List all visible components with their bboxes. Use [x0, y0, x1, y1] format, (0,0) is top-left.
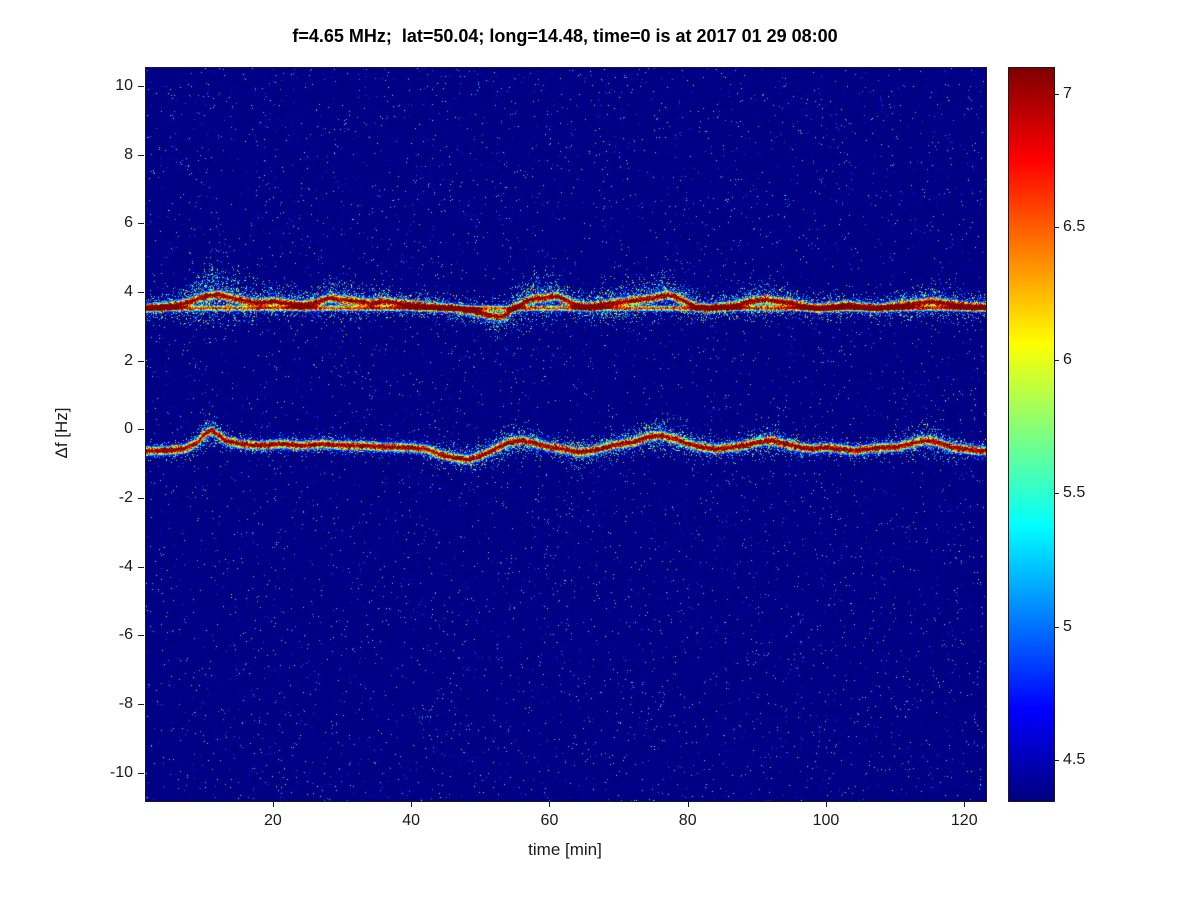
y-tick-label: -2: [118, 488, 133, 506]
colorbar-tick-label: 4.5: [1063, 751, 1086, 769]
y-tick-mark: [138, 772, 144, 774]
x-tick-label: 100: [812, 812, 840, 829]
x-tick-mark: [549, 801, 551, 807]
y-tick-label: 8: [124, 145, 133, 163]
y-tick-mark: [138, 429, 144, 431]
x-tick-mark: [825, 801, 827, 807]
colorbar-tick-mark: [1054, 626, 1059, 628]
y-tick-mark: [138, 360, 144, 362]
colorbar-tick-label: 5: [1063, 617, 1072, 635]
y-tick-label: 6: [124, 214, 133, 232]
y-axis-label: Δf [Hz]: [52, 407, 71, 459]
x-tick-label: 60: [540, 812, 559, 829]
colorbar-tick-label: 6.5: [1063, 217, 1086, 235]
colorbar-tick-label: 5.5: [1063, 484, 1086, 502]
x-tick-mark: [411, 801, 413, 807]
y-tick-label: 10: [115, 76, 133, 94]
colorbar: [1008, 67, 1055, 802]
heatmap-canvas: [146, 68, 986, 801]
x-tick-label: 40: [402, 812, 421, 829]
x-tick-label: 80: [678, 812, 697, 829]
colorbar-tick-label: 7: [1063, 84, 1072, 102]
x-tick-label: 20: [263, 812, 282, 829]
y-tick-mark: [138, 566, 144, 568]
y-tick-mark: [138, 291, 144, 293]
y-tick-label: -10: [109, 763, 133, 781]
colorbar-tick-mark: [1054, 226, 1059, 228]
x-tick-mark: [964, 801, 966, 807]
x-tick-label: 120: [950, 812, 978, 829]
colorbar-tick-mark: [1054, 360, 1059, 362]
colorbar-tick-mark: [1054, 760, 1059, 762]
y-tick-label: -8: [118, 694, 133, 712]
colorbar-canvas: [1009, 68, 1054, 801]
colorbar-tick-mark: [1054, 493, 1059, 495]
y-tick-label: 4: [124, 282, 133, 300]
colorbar-tick-label: 6: [1063, 351, 1072, 369]
y-tick-mark: [138, 223, 144, 225]
y-tick-label: 2: [124, 351, 133, 369]
y-tick-mark: [138, 703, 144, 705]
y-tick-label: -4: [118, 557, 133, 575]
plot-area: [145, 67, 987, 802]
chart-title: f=4.65 MHz; lat=50.04; long=14.48, time=…: [292, 26, 838, 46]
y-tick-mark: [138, 497, 144, 499]
x-tick-mark: [272, 801, 274, 807]
colorbar-tick-mark: [1054, 93, 1059, 95]
y-tick-mark: [138, 85, 144, 87]
y-tick-label: 0: [124, 420, 133, 438]
y-tick-mark: [138, 635, 144, 637]
x-tick-mark: [687, 801, 689, 807]
y-tick-mark: [138, 154, 144, 156]
y-tick-label: -6: [118, 626, 133, 644]
x-axis-label: time [min]: [528, 840, 602, 859]
